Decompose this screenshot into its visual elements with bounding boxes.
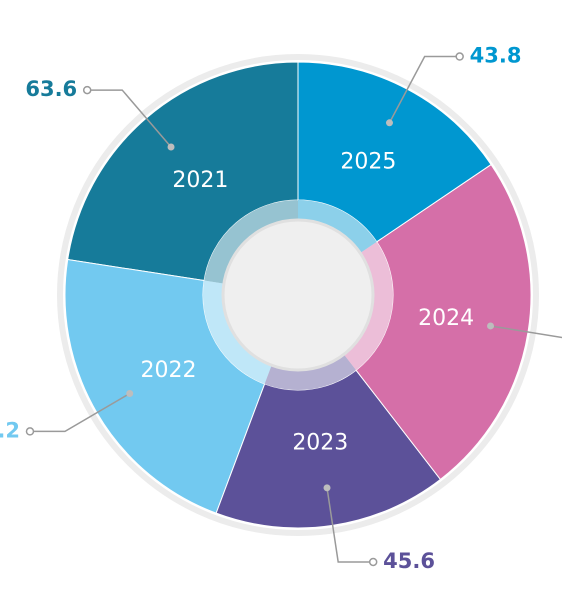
inner-band (298, 200, 377, 254)
leader-end (368, 557, 378, 567)
inner-band (204, 200, 298, 284)
segment (215, 369, 442, 529)
leader-dot (167, 143, 175, 151)
category-label: 2022 (141, 358, 197, 383)
leader-dot (385, 119, 393, 127)
leader-line (87, 89, 172, 148)
leader-line (490, 325, 562, 339)
leader-dot (487, 322, 495, 330)
leader-end (25, 427, 35, 436)
segment (67, 61, 299, 282)
value-label: 45.6 (383, 549, 435, 573)
leader-dot (126, 390, 134, 398)
category-label: 2021 (172, 168, 228, 193)
leader-line (29, 392, 131, 433)
inner-band (264, 354, 357, 390)
value-label: 63.6 (25, 77, 77, 101)
leader-dot (323, 484, 331, 492)
leader-line (326, 487, 374, 563)
inner-band (343, 241, 394, 371)
center-hole (221, 218, 375, 372)
leader-line (388, 55, 460, 124)
outer-ring (57, 54, 539, 536)
segment (297, 61, 492, 243)
segment (355, 163, 532, 481)
segment (64, 258, 266, 514)
category-label: 2023 (292, 430, 348, 455)
leader-end (455, 52, 464, 61)
value-label: 61.2 (0, 418, 20, 442)
category-label: 2024 (418, 306, 474, 331)
value-label: 43.8 (470, 44, 522, 68)
leader-end (82, 85, 92, 95)
inner-band (202, 280, 272, 384)
category-label: 2025 (340, 150, 396, 175)
